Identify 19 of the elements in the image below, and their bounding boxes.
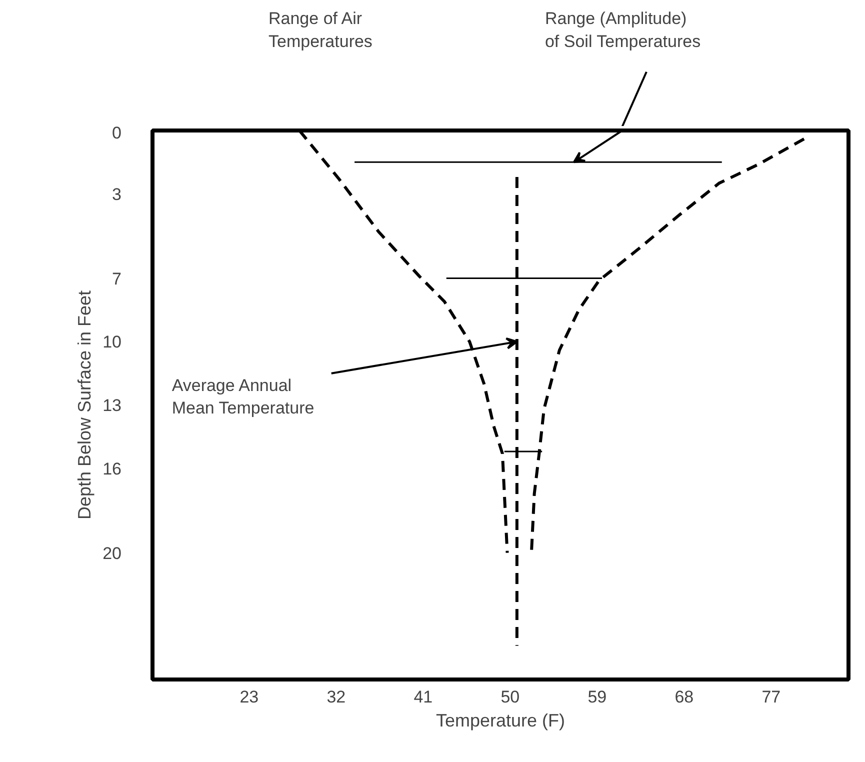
x-tick-label: 41 bbox=[414, 688, 433, 706]
x-tick-label: 59 bbox=[588, 688, 607, 706]
x-tick-label: 32 bbox=[326, 688, 346, 706]
y-axis-title: Depth Below Surface in Feet bbox=[74, 290, 95, 520]
x-axis-title: Temperature (F) bbox=[436, 710, 566, 730]
x-tick-label: 23 bbox=[240, 688, 259, 706]
y-tick-label: 10 bbox=[102, 332, 122, 352]
x-tick-label: 50 bbox=[500, 688, 520, 706]
annotation: Average Annual Mean Temperature bbox=[172, 376, 314, 418]
x-tick-label: 77 bbox=[762, 688, 781, 706]
y-tick-label: 16 bbox=[102, 459, 122, 478]
x-tick-label: 68 bbox=[674, 688, 694, 706]
y-tick-label: 7 bbox=[112, 269, 122, 288]
text: Range of Air Temperatures bbox=[268, 9, 372, 51]
text: Range (Amplitude) of Soil Temperatures bbox=[544, 9, 701, 51]
y-tick-label: 0 bbox=[112, 124, 122, 142]
y-tick-label: 13 bbox=[102, 396, 122, 415]
y-tick-label: 3 bbox=[112, 184, 122, 204]
y-tick-label: 20 bbox=[102, 544, 122, 563]
